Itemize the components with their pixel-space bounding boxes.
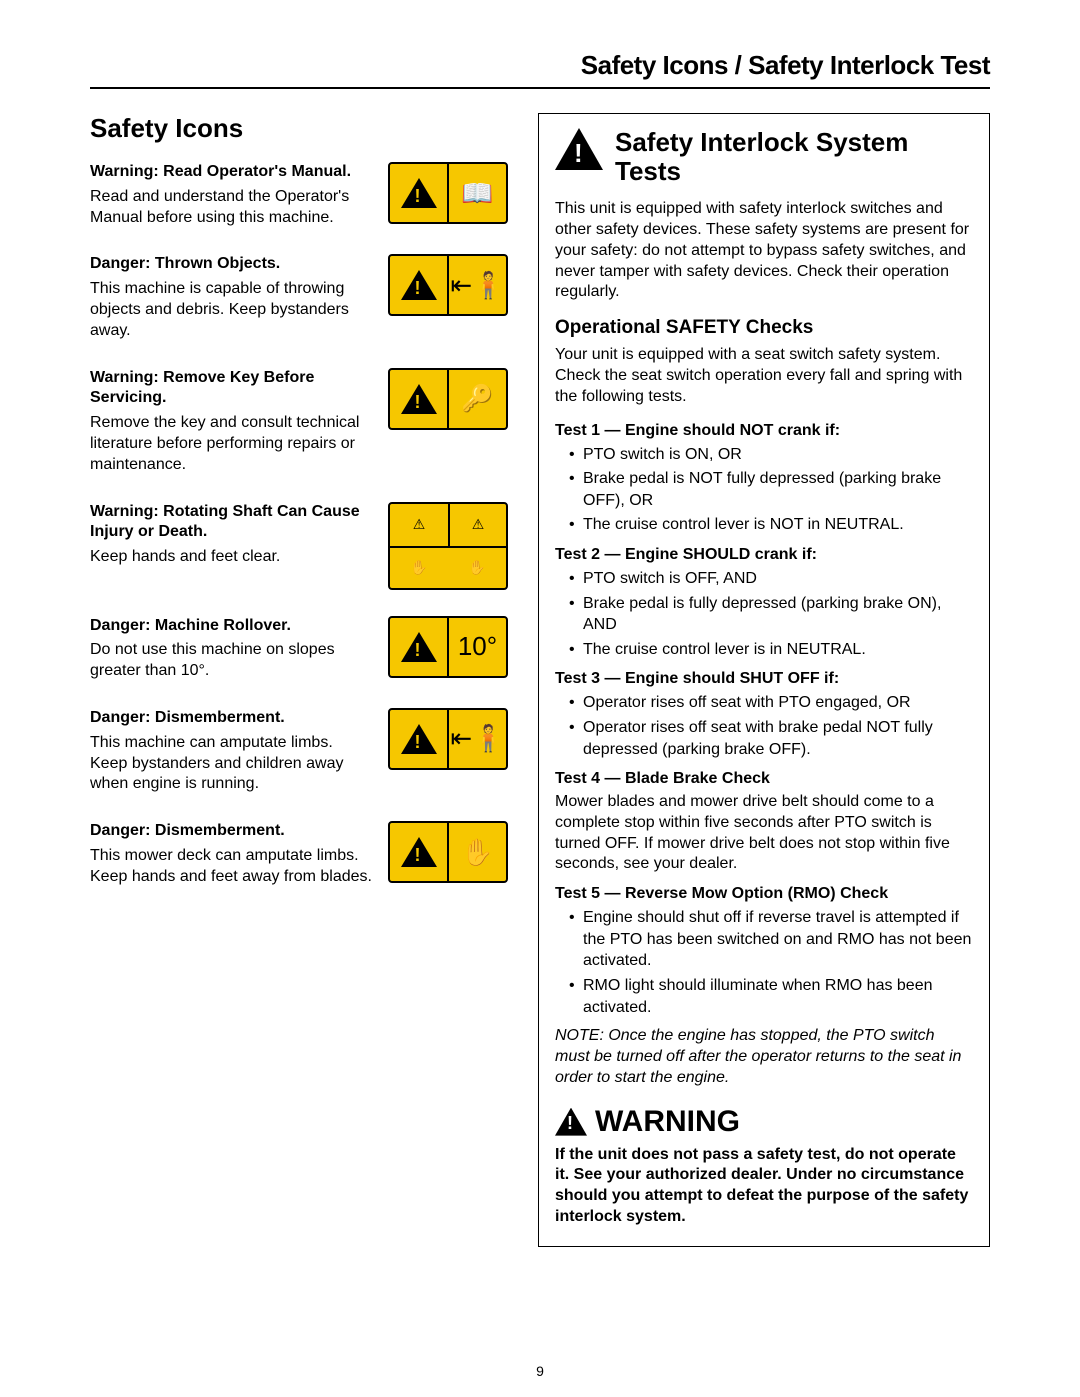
- safety-pictogram-icon: ⇤🧍: [388, 708, 508, 770]
- test-bullet: The cruise control lever is NOT in NEUTR…: [569, 514, 973, 536]
- warning-title: WARNING: [595, 1105, 740, 1139]
- safety-icon-label: Warning: Read Operator's Manual.: [90, 162, 374, 183]
- test-bullet: PTO switch is ON, OR: [569, 444, 973, 466]
- test-bullet: RMO light should illuminate when RMO has…: [569, 975, 973, 1018]
- test-bullet: Operator rises off seat with PTO engaged…: [569, 692, 973, 714]
- safety-pictogram-icon: 📖: [388, 162, 508, 224]
- interlock-intro: This unit is equipped with safety interl…: [555, 199, 973, 303]
- safety-icon-row: Warning: Rotating Shaft Can Cause Injury…: [90, 502, 508, 590]
- safety-icons-title: Safety Icons: [90, 113, 508, 144]
- safety-icon-description: Do not use this machine on slopes greate…: [90, 641, 335, 679]
- safety-pictogram-icon: 🔑: [388, 368, 508, 430]
- safety-icon-text: Danger: Thrown Objects. This machine is c…: [90, 254, 374, 341]
- warning-body: If the unit does not pass a safety test,…: [555, 1145, 973, 1228]
- safety-icon-description: This machine is capable of throwing obje…: [90, 280, 349, 339]
- safety-icon-label: Warning: Remove Key Before Servicing.: [90, 368, 374, 410]
- test-bullet: PTO switch is OFF, AND: [569, 568, 973, 590]
- safety-icon-text: Warning: Rotating Shaft Can Cause Injury…: [90, 502, 374, 568]
- safety-icon-text: Warning: Remove Key Before Servicing.Rem…: [90, 368, 374, 476]
- safety-icon-text: Danger: Machine Rollover. Do not use this…: [90, 616, 374, 682]
- safety-icon-description: Read and understand the Operator's Manua…: [90, 188, 349, 226]
- safety-icon-label: Danger: Dismemberment.: [90, 821, 374, 842]
- test-label: Test 3 — Engine should SHUT OFF if:: [555, 670, 973, 688]
- test-bullet: The cruise control lever is in NEUTRAL.: [569, 639, 973, 661]
- safety-icon-row: Danger: Thrown Objects. This machine is c…: [90, 254, 508, 341]
- test-bullet-list: PTO switch is OFF, AND Brake pedal is ful…: [555, 568, 973, 660]
- operational-checks-intro: Your unit is equipped with a seat switch…: [555, 345, 973, 407]
- note-text: NOTE: Once the engine has stopped, the P…: [555, 1026, 973, 1088]
- interlock-title: Safety Interlock System Tests: [615, 128, 973, 185]
- test-bullet-list: Operator rises off seat with PTO engaged…: [555, 692, 973, 760]
- safety-icon-row: Warning: Remove Key Before Servicing.Rem…: [90, 368, 508, 476]
- safety-pictogram-icon: ⚠⚠✋✋: [388, 502, 508, 590]
- safety-pictogram-icon: ✋: [388, 821, 508, 883]
- safety-icon-row: Danger: Machine Rollover. Do not use this…: [90, 616, 508, 682]
- page-number: 9: [0, 1363, 1080, 1379]
- two-column-layout: Safety Icons Warning: Read Operator's Ma…: [90, 113, 990, 1247]
- safety-icon-description: This machine can amputate limbs. Keep by…: [90, 734, 344, 793]
- safety-pictogram-icon: ⇤🧍: [388, 254, 508, 316]
- safety-icon-row: Danger: Dismemberment. This machine can a…: [90, 708, 508, 795]
- test-bullet: Operator rises off seat with brake pedal…: [569, 717, 973, 760]
- test-bullet-list: PTO switch is ON, ORBrake pedal is NOT f…: [555, 444, 973, 536]
- test-body: Mower blades and mower drive belt should…: [555, 792, 973, 875]
- safety-icon-text: Warning: Read Operator's Manual. Read and…: [90, 162, 374, 228]
- test-bullet: Engine should shut off if reverse travel…: [569, 907, 973, 972]
- test-bullet: Brake pedal is fully depressed (parking …: [569, 593, 973, 636]
- operational-checks-heading: Operational SAFETY Checks: [555, 317, 973, 339]
- safety-icon-row: Warning: Read Operator's Manual. Read and…: [90, 162, 508, 228]
- safety-icon-label: Warning: Rotating Shaft Can Cause Injury…: [90, 502, 374, 544]
- test-label: Test 1 — Engine should NOT crank if:: [555, 422, 973, 440]
- safety-icon-description: This mower deck can amputate limbs. Keep…: [90, 847, 372, 885]
- warning-box: WARNING If the unit does not pass a safe…: [555, 1105, 973, 1228]
- test-label: Test 5 — Reverse Mow Option (RMO) Check: [555, 885, 973, 903]
- warning-triangle-icon: [555, 1108, 587, 1136]
- safety-icon-label: Danger: Dismemberment.: [90, 708, 374, 729]
- warning-triangle-icon: [555, 128, 603, 170]
- safety-icon-text: Danger: Dismemberment. This mower deck ca…: [90, 821, 374, 887]
- test-bullet-list: Engine should shut off if reverse travel…: [555, 907, 973, 1018]
- safety-icon-description: Remove the key and consult technical lit…: [90, 414, 359, 473]
- test-label: Test 4 — Blade Brake Check: [555, 770, 973, 788]
- safety-icons-column: Safety Icons Warning: Read Operator's Ma…: [90, 113, 508, 1247]
- safety-icon-description: Keep hands and feet clear.: [90, 548, 280, 565]
- interlock-heading: Safety Interlock System Tests: [555, 128, 973, 185]
- safety-interlock-column: Safety Interlock System Tests This unit …: [538, 113, 990, 1247]
- safety-icon-row: Danger: Dismemberment. This mower deck ca…: [90, 821, 508, 887]
- test-bullet: Brake pedal is NOT fully depressed (park…: [569, 468, 973, 511]
- page-header: Safety Icons / Safety Interlock Test: [90, 50, 990, 89]
- safety-icon-label: Danger: Machine Rollover.: [90, 616, 374, 637]
- safety-pictogram-icon: 10°: [388, 616, 508, 678]
- safety-icon-text: Danger: Dismemberment. This machine can a…: [90, 708, 374, 795]
- safety-icon-label: Danger: Thrown Objects.: [90, 254, 374, 275]
- test-label: Test 2 — Engine SHOULD crank if:: [555, 546, 973, 564]
